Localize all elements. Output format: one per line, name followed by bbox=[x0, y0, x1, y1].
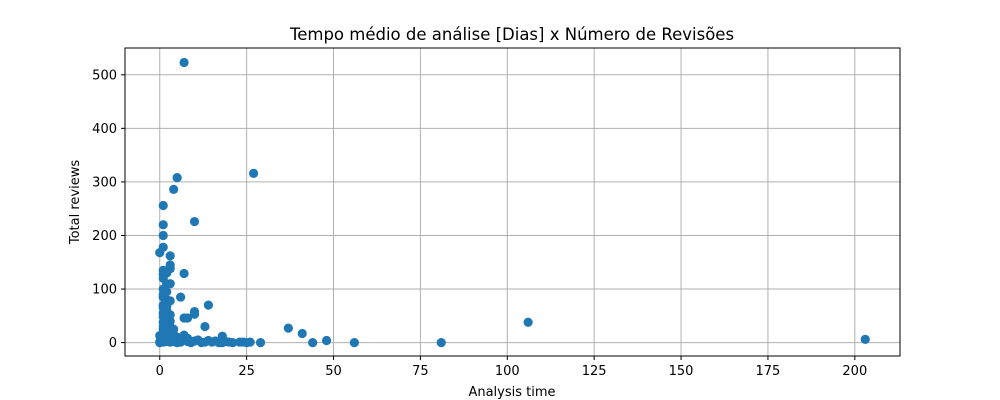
y-axis-label: Total reviews bbox=[68, 160, 83, 245]
data-point bbox=[189, 216, 200, 227]
data-point bbox=[182, 313, 193, 323]
x-axis-label: Analysis time bbox=[468, 385, 555, 400]
x-tick-label: 100 bbox=[495, 364, 520, 379]
data-point bbox=[179, 268, 189, 279]
data-point bbox=[169, 184, 179, 195]
data-point bbox=[321, 335, 332, 346]
x-tick-label: 0 bbox=[156, 364, 164, 379]
data-point bbox=[158, 242, 168, 252]
data-point bbox=[179, 57, 189, 68]
chart-title: Tempo médio de análise [Dias] x Número d… bbox=[289, 25, 734, 44]
data-point bbox=[158, 230, 168, 241]
data-point bbox=[200, 337, 210, 347]
data-point bbox=[189, 309, 200, 319]
x-tick-label: 50 bbox=[325, 364, 342, 379]
data-point bbox=[162, 268, 172, 278]
data-point bbox=[165, 251, 175, 261]
y-tick-label: 500 bbox=[92, 68, 117, 83]
x-tick-label: 200 bbox=[842, 364, 867, 379]
data-point bbox=[200, 321, 210, 332]
data-point bbox=[169, 333, 179, 343]
grid bbox=[125, 48, 900, 356]
y-tick-label: 100 bbox=[92, 283, 117, 298]
data-point bbox=[228, 338, 238, 348]
data-point bbox=[308, 338, 318, 348]
data-point bbox=[255, 338, 266, 348]
data-point bbox=[165, 279, 175, 289]
data-point bbox=[207, 337, 217, 347]
data-point bbox=[283, 323, 293, 333]
x-tick-label: 175 bbox=[756, 364, 781, 379]
data-point bbox=[176, 335, 186, 345]
y-tick-label: 400 bbox=[92, 122, 117, 137]
data-point bbox=[158, 289, 168, 299]
data-points bbox=[155, 57, 870, 348]
data-point bbox=[176, 292, 186, 302]
data-point bbox=[165, 326, 175, 336]
data-point bbox=[203, 300, 214, 310]
data-point bbox=[242, 338, 252, 348]
y-axis-ticks: 0 100 200 300 400 500 bbox=[92, 68, 125, 351]
x-tick-label: 75 bbox=[412, 364, 429, 379]
data-point bbox=[217, 338, 227, 348]
data-point bbox=[158, 200, 168, 211]
data-point bbox=[860, 334, 870, 344]
data-point bbox=[182, 336, 193, 347]
x-tick-label: 125 bbox=[582, 364, 607, 379]
data-point bbox=[349, 338, 359, 348]
y-tick-label: 300 bbox=[92, 175, 117, 190]
data-point bbox=[189, 336, 200, 346]
data-point bbox=[248, 168, 259, 178]
data-point bbox=[158, 220, 168, 230]
y-tick-label: 0 bbox=[109, 336, 117, 351]
data-point bbox=[436, 338, 446, 348]
x-tick-label: 25 bbox=[238, 364, 255, 379]
data-point bbox=[172, 173, 182, 183]
data-point bbox=[523, 317, 533, 327]
data-point bbox=[162, 301, 172, 311]
x-axis-ticks: 0 25 50 75 100 125 150 175 200 bbox=[156, 356, 867, 379]
data-point bbox=[297, 328, 307, 339]
y-tick-label: 200 bbox=[92, 229, 117, 244]
x-tick-label: 150 bbox=[669, 364, 694, 379]
plot-frame bbox=[124, 47, 901, 357]
